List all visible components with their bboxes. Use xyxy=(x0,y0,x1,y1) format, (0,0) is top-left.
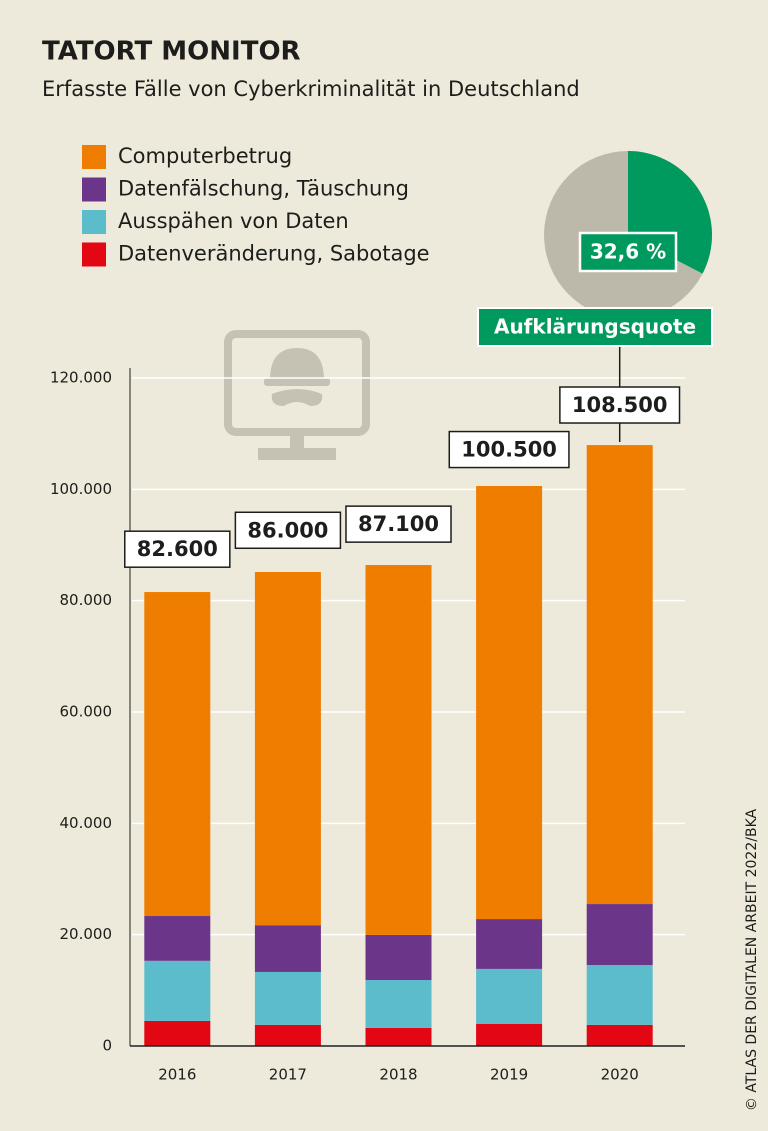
bar-segment xyxy=(476,1024,543,1046)
y-tick-label: 0 xyxy=(102,1037,112,1055)
total-label: 108.500 xyxy=(572,393,668,417)
bar-segment xyxy=(254,971,321,1025)
legend-label: Computerbetrug xyxy=(118,144,292,168)
bar-segment xyxy=(365,565,432,935)
bar-segment xyxy=(586,904,653,966)
x-tick-label: 2018 xyxy=(379,1066,417,1084)
pie-title: Aufklärungsquote xyxy=(494,315,696,339)
legend-swatch xyxy=(82,210,106,234)
bar-segment xyxy=(144,916,211,961)
total-label: 86.000 xyxy=(247,518,328,542)
legend-swatch xyxy=(82,145,106,169)
bar-segment xyxy=(144,592,211,917)
bar-segment xyxy=(586,965,653,1025)
x-tick-label: 2020 xyxy=(601,1066,639,1084)
pie-label-box xyxy=(578,231,678,273)
legend-swatch xyxy=(82,177,106,202)
y-tick-label: 40.000 xyxy=(60,814,113,832)
total-label-box xyxy=(234,511,342,550)
y-tick-label: 100.000 xyxy=(50,480,112,498)
chart-title: TATORT MONITOR xyxy=(42,37,301,67)
total-label-box xyxy=(345,505,452,543)
source: © ATLAS DER DIGITALEN ARBEIT 2022/BKA xyxy=(744,808,760,1111)
x-tick-label: 2016 xyxy=(158,1066,196,1084)
bar-segment xyxy=(254,1024,321,1046)
legend-swatch xyxy=(82,242,106,267)
bar-segment xyxy=(586,445,653,905)
bar-segment xyxy=(476,919,543,969)
bar-segment xyxy=(254,925,321,972)
legend-label: Datenveränderung, Sabotage xyxy=(118,242,430,266)
total-label: 100.500 xyxy=(461,438,557,462)
monitor-icon xyxy=(224,330,370,460)
bar-segment xyxy=(365,934,432,981)
pie-value-label: 32,6 % xyxy=(590,240,666,264)
y-tick-label: 80.000 xyxy=(60,591,113,609)
total-label-box xyxy=(448,430,570,469)
bar-segment xyxy=(476,968,543,1025)
legend-label: Ausspähen von Daten xyxy=(118,209,349,233)
bar-segment xyxy=(144,1020,211,1046)
total-label-box xyxy=(124,530,231,568)
y-tick-label: 20.000 xyxy=(60,925,113,943)
bar-segment xyxy=(144,960,211,1021)
total-label: 82.600 xyxy=(137,537,218,561)
y-tick-label: 120.000 xyxy=(50,369,112,387)
chart-subtitle: Erfasste Fälle von Cyberkriminalität in … xyxy=(42,77,580,101)
bar-segment xyxy=(365,1027,432,1046)
pie-title-box xyxy=(477,307,713,347)
y-tick-label: 60.000 xyxy=(60,703,113,721)
x-tick-label: 2019 xyxy=(490,1066,528,1084)
legend-label: Datenfälschung, Täuschung xyxy=(118,177,409,201)
total-label: 87.100 xyxy=(358,512,439,536)
bar-segment xyxy=(476,485,543,920)
bar-segment xyxy=(586,1024,653,1046)
bar-segment xyxy=(254,571,321,926)
x-tick-label: 2017 xyxy=(269,1066,307,1084)
total-label-box xyxy=(559,386,681,424)
bar-segment xyxy=(365,980,432,1028)
